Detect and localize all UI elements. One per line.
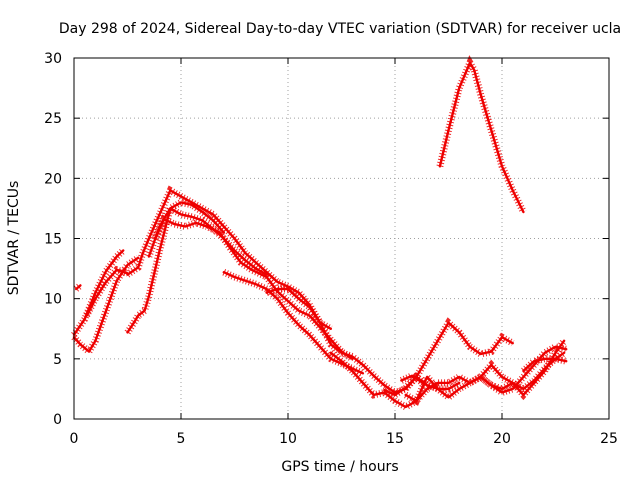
series-track-12 xyxy=(382,317,515,399)
series-line xyxy=(74,284,82,291)
y-tick-label: 0 xyxy=(53,412,62,428)
series-track-16 xyxy=(521,355,568,374)
series-track-2 xyxy=(71,254,141,357)
series-line xyxy=(265,287,461,394)
series-line xyxy=(383,321,514,397)
series-track-3 xyxy=(73,282,83,292)
series-line xyxy=(85,268,129,317)
series-marks xyxy=(436,55,527,214)
series-line xyxy=(222,271,365,375)
series-track-17 xyxy=(436,55,527,214)
x-tick-label: 20 xyxy=(493,431,511,447)
series-track-11 xyxy=(328,349,567,412)
x-tick-label: 25 xyxy=(600,431,618,447)
data-series-group xyxy=(71,55,568,412)
series-track-5 xyxy=(125,185,333,332)
series-track-10 xyxy=(265,285,461,397)
series-track-6 xyxy=(124,198,227,335)
series-line xyxy=(438,61,525,214)
series-line xyxy=(479,345,568,394)
x-tick-label: 15 xyxy=(386,431,404,447)
grid xyxy=(74,58,609,419)
series-track-1 xyxy=(71,247,126,337)
x-axis-label: GPS time / hours xyxy=(281,459,398,475)
series-marks xyxy=(265,285,461,397)
y-tick-label: 30 xyxy=(44,51,62,67)
y-tick-label: 25 xyxy=(44,111,62,127)
tick-labels: 0 5 10 15 20 25 0 5 10 15 20 25 30 xyxy=(44,51,618,447)
x-tick-label: 5 xyxy=(177,431,186,447)
series-line xyxy=(72,256,140,353)
y-tick-label: 15 xyxy=(44,232,62,248)
chart-title: Day 298 of 2024, Sidereal Day-to-day VTE… xyxy=(59,21,621,37)
series-line xyxy=(126,201,226,334)
series-marks xyxy=(152,214,355,362)
x-tick-label: 0 xyxy=(70,431,79,447)
series-line xyxy=(400,374,424,385)
series-line xyxy=(72,249,125,336)
series-track-9 xyxy=(222,269,365,377)
y-tick-label: 5 xyxy=(53,352,62,368)
series-track-15 xyxy=(478,343,568,397)
series-track-14 xyxy=(399,371,425,386)
y-tick-label: 20 xyxy=(44,171,62,187)
series-track-4 xyxy=(83,265,129,318)
series-line xyxy=(522,357,568,373)
axis-ticks xyxy=(73,57,610,420)
x-tick-label: 10 xyxy=(279,431,297,447)
series-line xyxy=(126,189,332,330)
series-track-8 xyxy=(152,214,355,362)
y-tick-label: 10 xyxy=(44,292,62,308)
y-axis-label: SDTVAR / TECUs xyxy=(6,181,22,296)
series-marks xyxy=(328,349,567,412)
series-line xyxy=(154,217,354,360)
